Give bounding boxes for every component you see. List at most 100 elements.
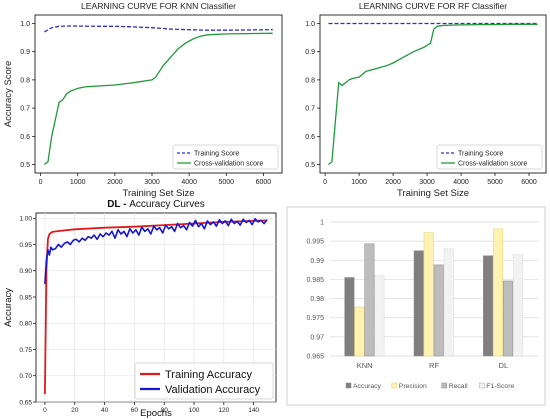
metrics-bar-chart-panel: 0.965 0.97 0.975 0.98 0.985 0.99 0.995 1 KNN RF DL… [286, 206, 546, 406]
x-tick-label: 0 [39, 179, 43, 186]
y-tick-label: 0.99 [310, 258, 324, 265]
category-label: DL [499, 361, 509, 370]
y-tick-label: 0.9 [305, 49, 315, 56]
legend-label: Cross-validation score [194, 161, 263, 168]
bar-rf-recall [433, 264, 444, 357]
y-tick-label: 0.7 [20, 106, 30, 113]
y-tick-label: 0.97 [310, 334, 324, 341]
series-line-training-score [43, 25, 273, 33]
y-tick-label: 1.0 [20, 21, 30, 28]
chart-title: LEARNING CURVE FOR KNN Classifier [81, 1, 236, 11]
series-line-validation-accuracy [44, 218, 268, 284]
x-tick-label: 2000 [107, 179, 123, 186]
x-tick-label: 1000 [70, 179, 86, 186]
bar-knn-f1-score [374, 275, 385, 357]
category-label: KNN [357, 361, 373, 370]
legend-label: Training Accuracy [165, 369, 253, 381]
legend-label: F1-Score [486, 383, 514, 390]
x-tick-label: 6000 [521, 179, 537, 186]
y-tick-label: 0.9 [20, 49, 30, 56]
y-tick-label: 0.7 [305, 106, 315, 113]
legend-swatch [391, 382, 398, 389]
bar-knn-recall [364, 243, 375, 357]
x-tick-label: 20 [71, 407, 79, 414]
y-tick-label: 0.995 [306, 239, 324, 246]
legend-box [436, 144, 543, 170]
x-axis-label: Training Set Size [397, 188, 469, 199]
legend-swatch [479, 382, 485, 389]
chart-title: DL - Accuracy Curves [107, 199, 205, 210]
x-tick-label: 6000 [256, 179, 272, 186]
x-tick-label: 40 [101, 407, 109, 414]
y-tick-label: 0.95 [19, 242, 32, 249]
y-tick-label: 1.00 [19, 216, 32, 223]
bar-rf-f1-score [443, 248, 454, 357]
x-tick-label: 3000 [419, 179, 435, 186]
category-label: RF [429, 361, 439, 370]
legend-label: Precision [399, 383, 427, 390]
y-tick-label: 0.85 [19, 294, 32, 301]
y-tick-label: 1 [320, 220, 324, 227]
y-tick-label: 0.80 [19, 321, 32, 328]
y-axis-label: Accuracy [3, 288, 14, 327]
legend-label: Training Score [194, 151, 239, 158]
y-tick-label: 0.975 [306, 315, 324, 322]
y-tick-label: 0.8 [20, 77, 30, 84]
bar-dl-precision [493, 228, 504, 357]
legend-swatch [345, 382, 352, 389]
x-axis-label: Epochs [140, 408, 172, 419]
chart-title-prefix: DL - [107, 199, 129, 210]
legend-box [134, 362, 274, 400]
y-tick-label: 0.90 [19, 268, 32, 275]
y-tick-label: 0.6 [305, 134, 315, 141]
legend-label: Training Score [458, 151, 503, 158]
chart-title-text: Accuracy Curves [129, 199, 205, 210]
x-tick-label: 4000 [453, 179, 469, 186]
x-tick-label: 1000 [351, 179, 367, 186]
bar-rf-precision [423, 232, 434, 357]
rf-learning-curve-panel: LEARNING CURVE FOR RF Classifier 0 1000 200… [305, 1, 547, 199]
y-tick-label: 0.98 [310, 296, 324, 303]
y-tick-label: 0.8 [305, 77, 315, 84]
x-tick-label: 0 [323, 179, 327, 186]
series-line-cross-validation-score [43, 32, 273, 166]
x-tick-label: 2000 [385, 179, 401, 186]
legend-label: Accuracy [353, 383, 382, 390]
y-tick-label: 1.0 [305, 21, 315, 28]
x-tick-label: 120 [218, 407, 229, 414]
legend-swatch [441, 382, 447, 389]
y-tick-label: 0.5 [305, 162, 315, 169]
bar-knn-accuracy [344, 277, 355, 357]
x-tick-label: 0 [43, 407, 47, 414]
bar-dl-accuracy [483, 255, 494, 357]
knn-learning-curve-panel: LEARNING CURVE FOR KNN Classifier 0 1000 20… [3, 1, 283, 199]
y-tick-label: 0.985 [306, 277, 324, 284]
x-tick-label: 5000 [218, 179, 234, 186]
bar-dl-f1-score [513, 254, 524, 357]
x-tick-label: 60 [131, 407, 139, 414]
y-axis-label: Accuracy Score [3, 61, 14, 128]
bar-knn-precision [354, 306, 365, 357]
bar-rf-accuracy [413, 250, 424, 357]
x-tick-label: 80 [161, 407, 169, 414]
y-tick-label: 0.65 [19, 399, 32, 406]
legend-label: Cross-validation score [458, 161, 527, 168]
x-tick-label: 5000 [487, 179, 503, 186]
x-tick-label: 140 [248, 407, 259, 414]
y-tick-label: 0.6 [20, 134, 30, 141]
y-tick-label: 0.5 [20, 162, 30, 169]
y-tick-label: 0.70 [19, 373, 32, 380]
legend-box [172, 144, 279, 170]
legend-label: Validation Accuracy [165, 384, 261, 396]
dl-accuracy-curve-panel: DL - Accuracy Curves 0 20 40 60 80 100 120 140 0.… [3, 199, 277, 419]
x-tick-label: 3000 [144, 179, 160, 186]
bar-dl-recall [503, 280, 514, 357]
x-axis-label: Training Set Size [123, 188, 195, 199]
chart-title: LEARNING CURVE FOR RF Classifier [359, 1, 507, 11]
x-tick-label: 4000 [181, 179, 197, 186]
y-tick-label: 0.965 [306, 354, 324, 361]
x-tick-label: 100 [189, 407, 200, 414]
y-tick-label: 0.75 [19, 347, 32, 354]
series-line-cross-validation-score [328, 23, 538, 166]
